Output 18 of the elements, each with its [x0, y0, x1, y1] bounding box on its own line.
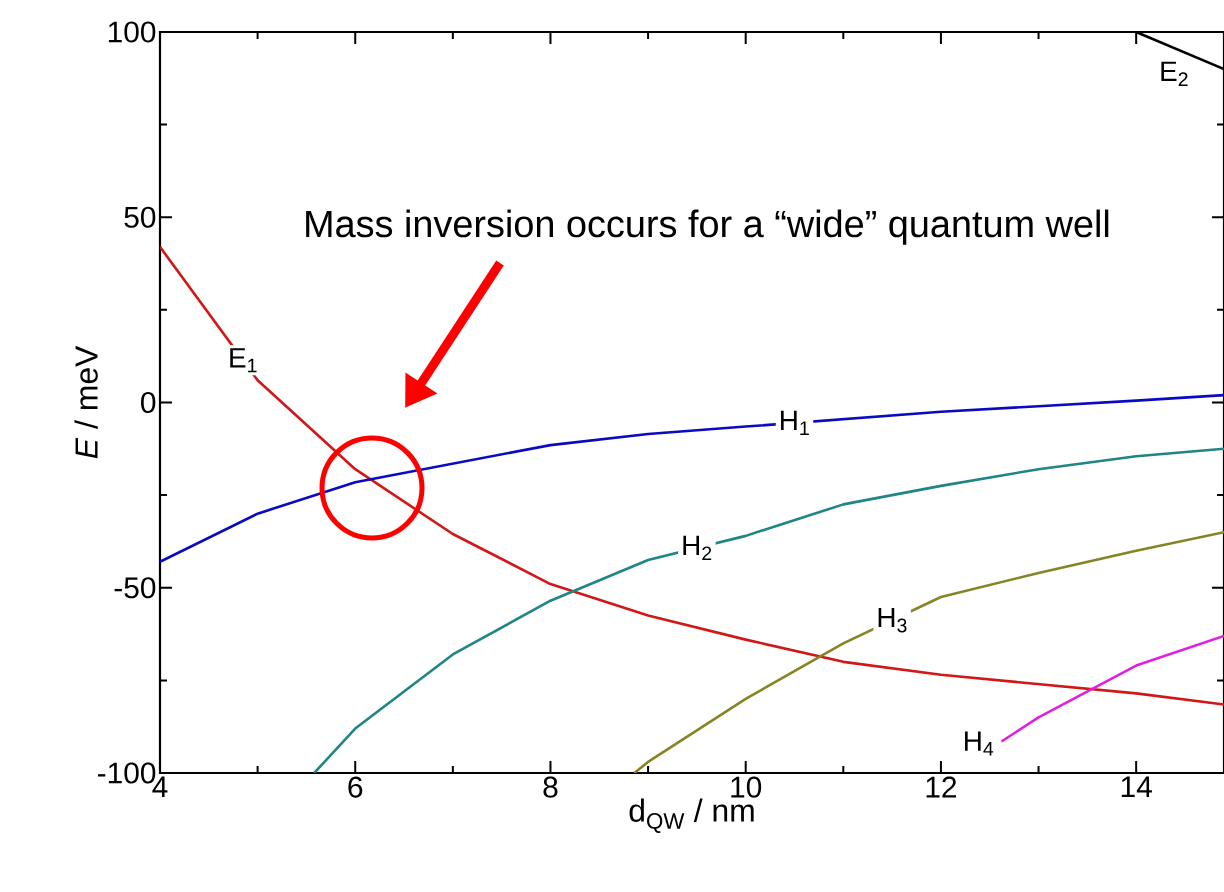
x-axis-title: d$_{QW}$ / nm: [629, 798, 754, 833]
y-tick-label: 0: [141, 391, 156, 414]
series-label: H$_{2}$: [683, 535, 712, 561]
x-tick-label: 8: [543, 776, 558, 798]
x-tick-label: 10: [731, 776, 762, 798]
y-tick-label: 100: [108, 21, 156, 43]
annotation: Mass inversion occurs for a “wide” quantum well: [306, 209, 1109, 245]
y-tick-label: 50: [124, 206, 156, 228]
series-label: H$_{4}$: [965, 731, 994, 756]
series-label: H$_{3}$: [878, 607, 907, 633]
legend-label: E$_{2}$: [1161, 61, 1188, 86]
x-tick-label: 12: [926, 776, 957, 798]
x-tick-label: 6: [348, 776, 363, 798]
y-tick-label: -50: [114, 577, 156, 599]
series-label: E$_{1}$: [230, 348, 257, 373]
y-axis-title: E / meV: [74, 345, 98, 459]
series-label: H$_{1}$: [781, 410, 809, 435]
x-tick-label: 14: [1121, 776, 1152, 798]
